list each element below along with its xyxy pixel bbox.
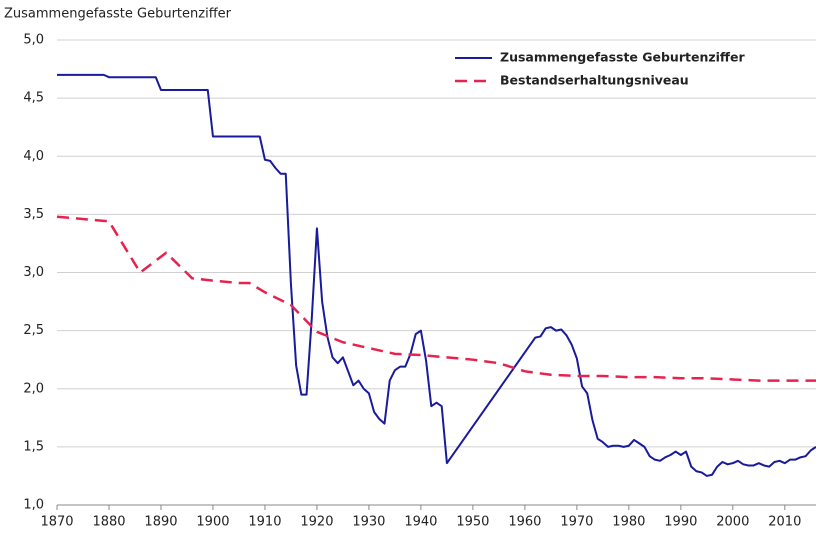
x-tick-label: 1970 [560,515,593,530]
x-tick-label: 1900 [196,515,229,530]
y-axis-title: Zusammengefasste Geburtenziffer [4,7,232,22]
y-tick-label: 1,5 [23,439,44,454]
legend-label: Bestandserhaltungsniveau [500,73,689,88]
y-tick-label: 2,5 [23,323,44,338]
x-tick-label: 1880 [92,515,125,530]
series-line [56,215,816,382]
x-tick-label: 1930 [352,515,385,530]
x-tick-label: 2010 [768,515,801,530]
y-tick-label: 4,0 [23,149,44,164]
x-tick-label: 1950 [456,515,489,530]
x-tick-label: 2000 [716,515,749,530]
x-tick-label: 1890 [144,515,177,530]
x-tick-label: 1960 [508,515,541,530]
series-line [57,73,816,477]
y-tick-label: 5,0 [23,33,44,48]
x-tick-label: 1940 [404,515,437,530]
x-tick-label: 1910 [248,515,281,530]
x-tick-label: 1980 [612,515,645,530]
y-tick-label: 1,0 [23,498,44,513]
x-tick-label: 1990 [664,515,697,530]
y-tick-label: 2,0 [23,381,44,396]
legend-label: Zusammengefasste Geburtenziffer [500,50,746,65]
x-tick-label: 1870 [40,515,73,530]
x-tick-label: 1920 [300,515,333,530]
y-tick-label: 3,5 [23,207,44,222]
y-tick-label: 4,5 [23,91,44,106]
y-tick-label: 3,0 [23,265,44,280]
